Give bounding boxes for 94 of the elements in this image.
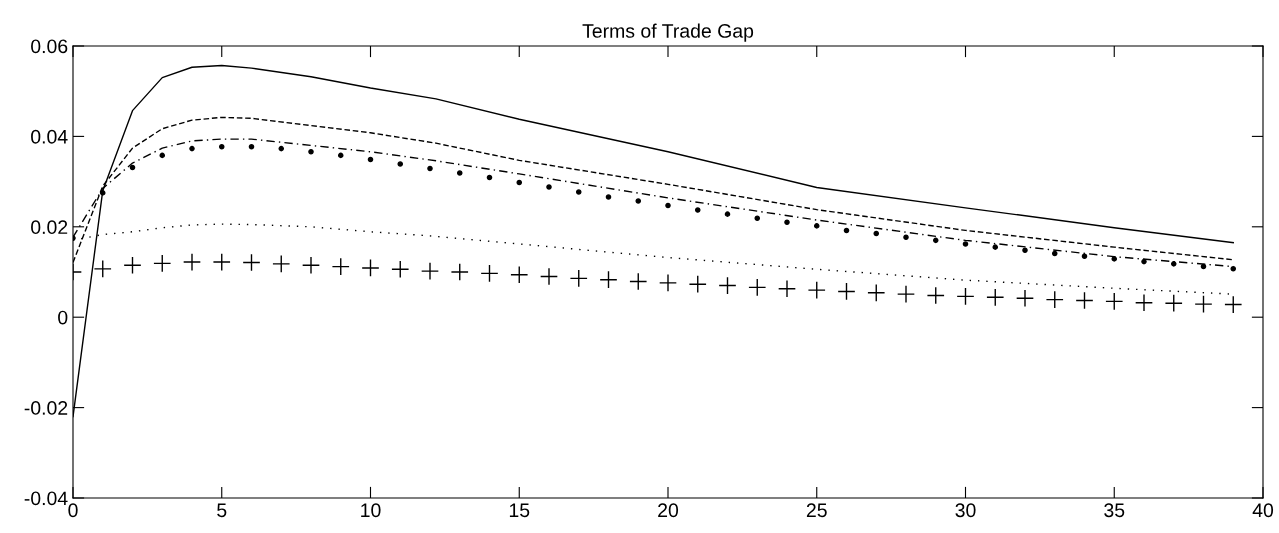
point (367, 156, 374, 163)
point (629, 272, 648, 291)
point (1111, 256, 1118, 262)
point (694, 207, 701, 213)
point (784, 219, 790, 226)
point (867, 283, 886, 302)
point (159, 152, 166, 159)
point (903, 234, 909, 240)
point (308, 148, 314, 155)
y-tick-label: -0.02 (24, 401, 68, 415)
point (1200, 263, 1207, 270)
x-tick-label: 10 (361, 503, 381, 518)
point (962, 241, 969, 247)
point (486, 174, 493, 181)
point (926, 286, 945, 305)
point (932, 237, 939, 244)
point (599, 270, 618, 289)
point (1170, 261, 1177, 267)
point (569, 269, 588, 288)
point (331, 257, 350, 276)
point (1022, 247, 1028, 254)
point (129, 164, 136, 171)
point (516, 179, 523, 186)
point (1081, 253, 1088, 259)
point (427, 165, 433, 172)
x-tick-label: 30 (955, 503, 976, 518)
x-tick-label: 40 (1252, 503, 1274, 518)
point (420, 262, 440, 281)
point (807, 281, 826, 300)
point (337, 152, 344, 159)
point (99, 190, 106, 196)
y-tick-label: 0 (58, 310, 68, 325)
point (1105, 292, 1124, 311)
x-tick-label: 0 (68, 503, 78, 518)
point (777, 279, 797, 298)
point (1224, 295, 1243, 314)
point (688, 275, 707, 294)
point (212, 253, 231, 272)
point (539, 267, 559, 286)
point (1164, 294, 1183, 313)
x-tick-label: 20 (658, 503, 679, 518)
point (248, 144, 255, 150)
point (992, 244, 999, 250)
point (605, 194, 612, 200)
point (837, 282, 856, 301)
x-tick-label: 35 (1104, 503, 1125, 518)
point (301, 256, 321, 275)
point (510, 265, 529, 284)
point (218, 144, 225, 150)
point (896, 285, 916, 304)
point (956, 287, 975, 306)
point (1194, 295, 1213, 314)
x-tick-label: 15 (509, 503, 530, 518)
point (123, 256, 142, 275)
point (1051, 250, 1058, 257)
y-tick-label: 0.04 (31, 129, 68, 144)
point (1045, 290, 1064, 309)
point (450, 262, 469, 282)
point (278, 145, 285, 152)
x-tick-label: 5 (217, 503, 227, 518)
point (748, 278, 767, 297)
point (153, 254, 172, 273)
point (813, 223, 820, 229)
point (635, 198, 642, 204)
point (1015, 289, 1035, 308)
point (397, 161, 404, 167)
point (361, 258, 380, 277)
point (658, 273, 678, 292)
point (986, 288, 1005, 307)
y-tick-label: 0.06 (31, 39, 68, 54)
point (575, 189, 582, 195)
chart-title: Terms of Trade Gap (582, 23, 754, 42)
point (665, 202, 671, 209)
point (724, 211, 731, 217)
point (1230, 266, 1237, 272)
point (1075, 291, 1094, 310)
point (272, 254, 291, 273)
x-tick-label: 25 (806, 503, 827, 518)
y-tick-label: 0.02 (31, 220, 68, 235)
point (189, 145, 195, 152)
point (843, 227, 850, 234)
point (391, 260, 410, 279)
point (1134, 293, 1154, 312)
y-tick-label: -0.04 (24, 491, 68, 506)
point (242, 253, 261, 272)
point (93, 259, 112, 278)
point (718, 276, 737, 295)
point (546, 184, 552, 190)
point (182, 253, 202, 272)
point (754, 215, 761, 221)
point (873, 230, 880, 237)
point (1141, 258, 1147, 265)
point (456, 170, 463, 176)
point (480, 264, 499, 283)
